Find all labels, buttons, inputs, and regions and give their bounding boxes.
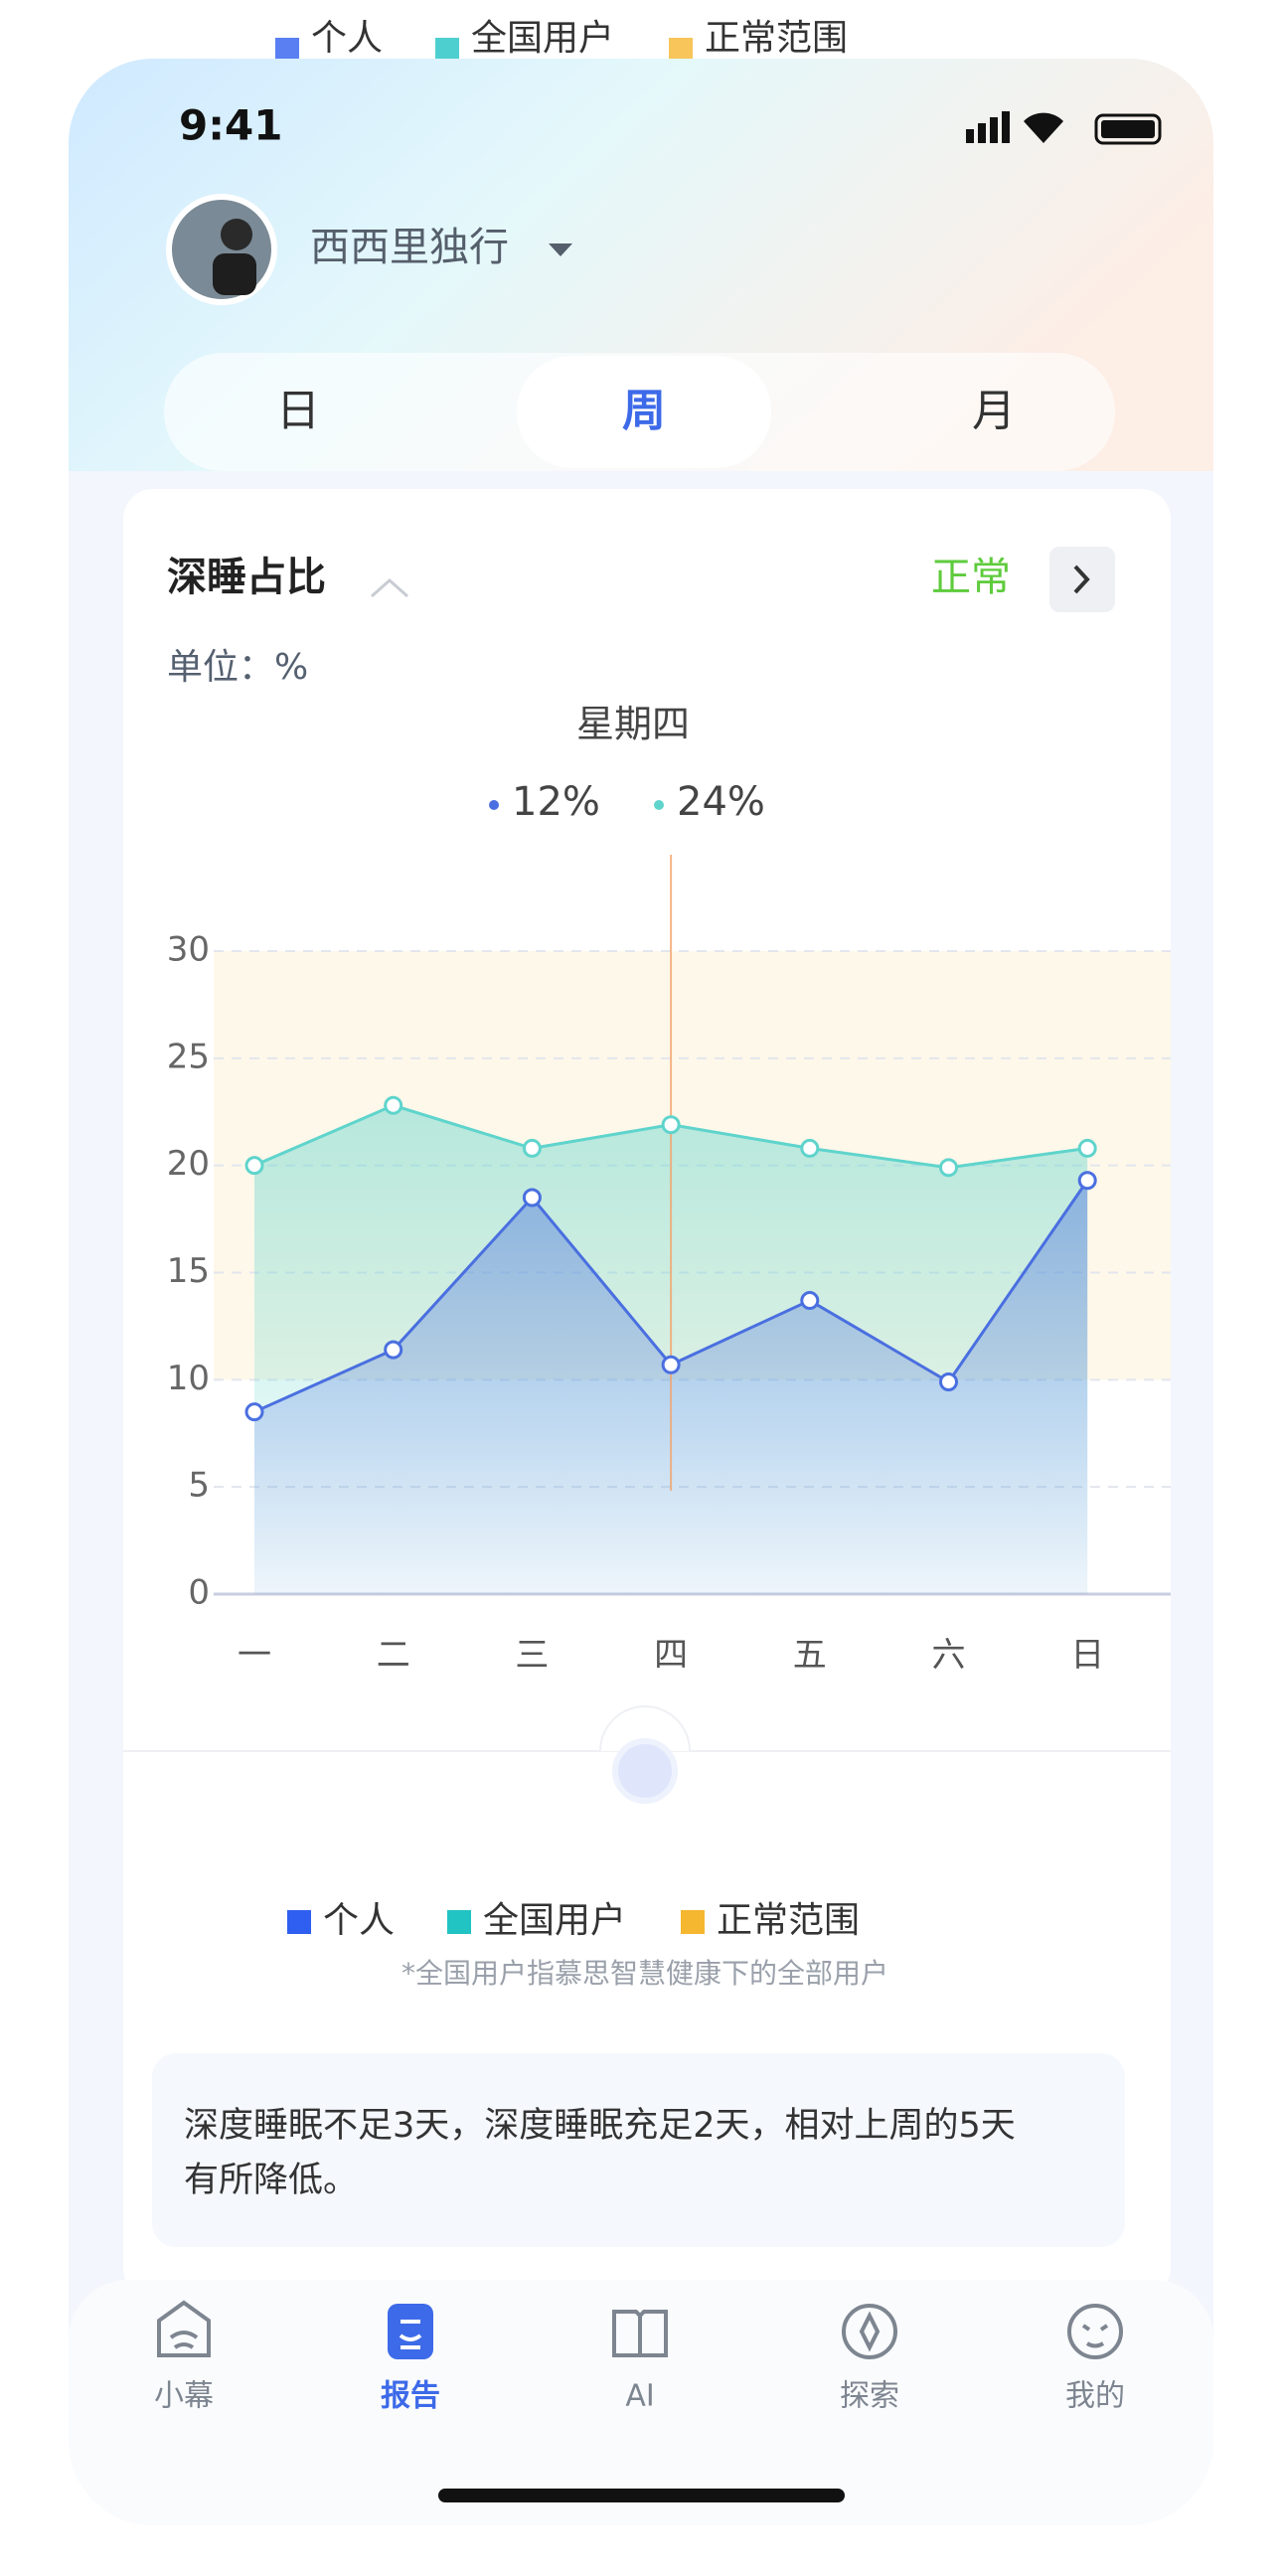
point[interactable]: [384, 1095, 403, 1115]
tooltip-value: 24%: [677, 779, 765, 825]
detail-arrow: [1073, 564, 1090, 594]
card-status: 正常: [931, 555, 1011, 600]
tooltip-dot: [489, 800, 499, 810]
y-tick-label: 10: [167, 1359, 210, 1398]
ghost-label: 全国用户: [471, 18, 614, 59]
status-icons: [966, 111, 1162, 145]
point[interactable]: [1077, 1138, 1097, 1158]
status-time: 9:41: [179, 101, 282, 150]
ghost-swatch: [435, 38, 459, 62]
x-tick-label: 一: [238, 1636, 271, 1676]
point[interactable]: [661, 1355, 681, 1374]
chart: 0 5 10 15 20 25 30 一 二 三 四 五 六 日 星期四 12% 24%: [167, 703, 1171, 1676]
tooltip-dot: [654, 800, 664, 810]
point[interactable]: [800, 1138, 820, 1158]
y-tick-label: 30: [167, 930, 210, 970]
point[interactable]: [661, 1115, 681, 1135]
legend-label: 个人: [323, 1900, 395, 1941]
tooltip-value: 12%: [512, 779, 600, 825]
phone: 9:41 西西里独行 日 周 月 深睡占比 正常 单位：% 0 5 10 15 20 25 30…: [69, 59, 1213, 2525]
x-tick-label: 五: [793, 1636, 827, 1676]
avatar-body: [213, 253, 256, 295]
tab[interactable]: 月: [972, 386, 1016, 436]
summary-line: 深度睡眠不足3天，深度睡眠充足2天，相对上周的5天: [184, 2106, 1016, 2146]
ghost-label: 个人: [311, 18, 383, 59]
x-tick-label: 二: [377, 1636, 410, 1676]
point[interactable]: [384, 1340, 403, 1360]
unit-label: 单位：%: [167, 647, 308, 688]
tab-selected: [517, 356, 771, 468]
nav-label[interactable]: 报告: [381, 2379, 440, 2414]
tab[interactable]: 日: [276, 386, 320, 436]
legend-swatch: [681, 1910, 705, 1934]
dropdown-arrow[interactable]: [549, 243, 572, 256]
ghost-swatch: [669, 38, 693, 62]
ghost-label: 正常范围: [705, 18, 848, 59]
legend-swatch: [447, 1910, 471, 1934]
avatar-face: [221, 219, 252, 250]
point[interactable]: [1077, 1171, 1097, 1191]
nav-label[interactable]: 小幕: [154, 2379, 214, 2414]
tab[interactable]: 周: [622, 386, 666, 436]
nav-label[interactable]: AI: [625, 2379, 654, 2414]
legend-label: 全国用户: [483, 1900, 626, 1941]
summary-box: [152, 2053, 1125, 2247]
point[interactable]: [244, 1156, 264, 1176]
collapse-icon[interactable]: [371, 577, 408, 598]
knob-bg: [599, 1705, 691, 1752]
x-tick-label: 四: [654, 1636, 688, 1676]
home-indicator: [438, 2489, 845, 2502]
y-tick-label: 0: [188, 1573, 210, 1613]
x-tick-label: 三: [515, 1636, 549, 1676]
ghost-legend: 个人 全国用户 正常范围: [275, 18, 848, 62]
x-tick-label: 日: [1070, 1636, 1104, 1676]
y-tick-label: 20: [167, 1144, 210, 1184]
y-tick-label: 5: [188, 1466, 210, 1506]
y-tick-label: 25: [167, 1037, 210, 1076]
legend-label: 正常范围: [717, 1900, 860, 1941]
legend-swatch: [287, 1910, 311, 1934]
point[interactable]: [939, 1371, 958, 1391]
card-title: 深睡占比: [167, 555, 326, 600]
point[interactable]: [522, 1188, 542, 1208]
note: *全国用户指慕思智慧健康下的全部用户: [401, 1957, 888, 1990]
y-tick-label: 15: [167, 1251, 210, 1291]
user-name[interactable]: 西西里独行: [310, 225, 509, 270]
point[interactable]: [800, 1291, 820, 1311]
nav-icons: [157, 2300, 1123, 2359]
point[interactable]: [939, 1158, 958, 1178]
nav-bar: [69, 2280, 1213, 2525]
nav-label[interactable]: 我的: [1065, 2379, 1125, 2414]
point[interactable]: [244, 1402, 264, 1422]
ghost-swatch: [275, 38, 299, 62]
point[interactable]: [522, 1138, 542, 1158]
detail-button[interactable]: [1049, 547, 1115, 612]
x-tick-label: 六: [932, 1636, 966, 1676]
knob[interactable]: [612, 1738, 678, 1804]
summary-line: 有所降低。: [184, 2161, 358, 2200]
tooltip-title: 星期四: [576, 703, 690, 746]
nav-label[interactable]: 探索: [840, 2379, 899, 2414]
